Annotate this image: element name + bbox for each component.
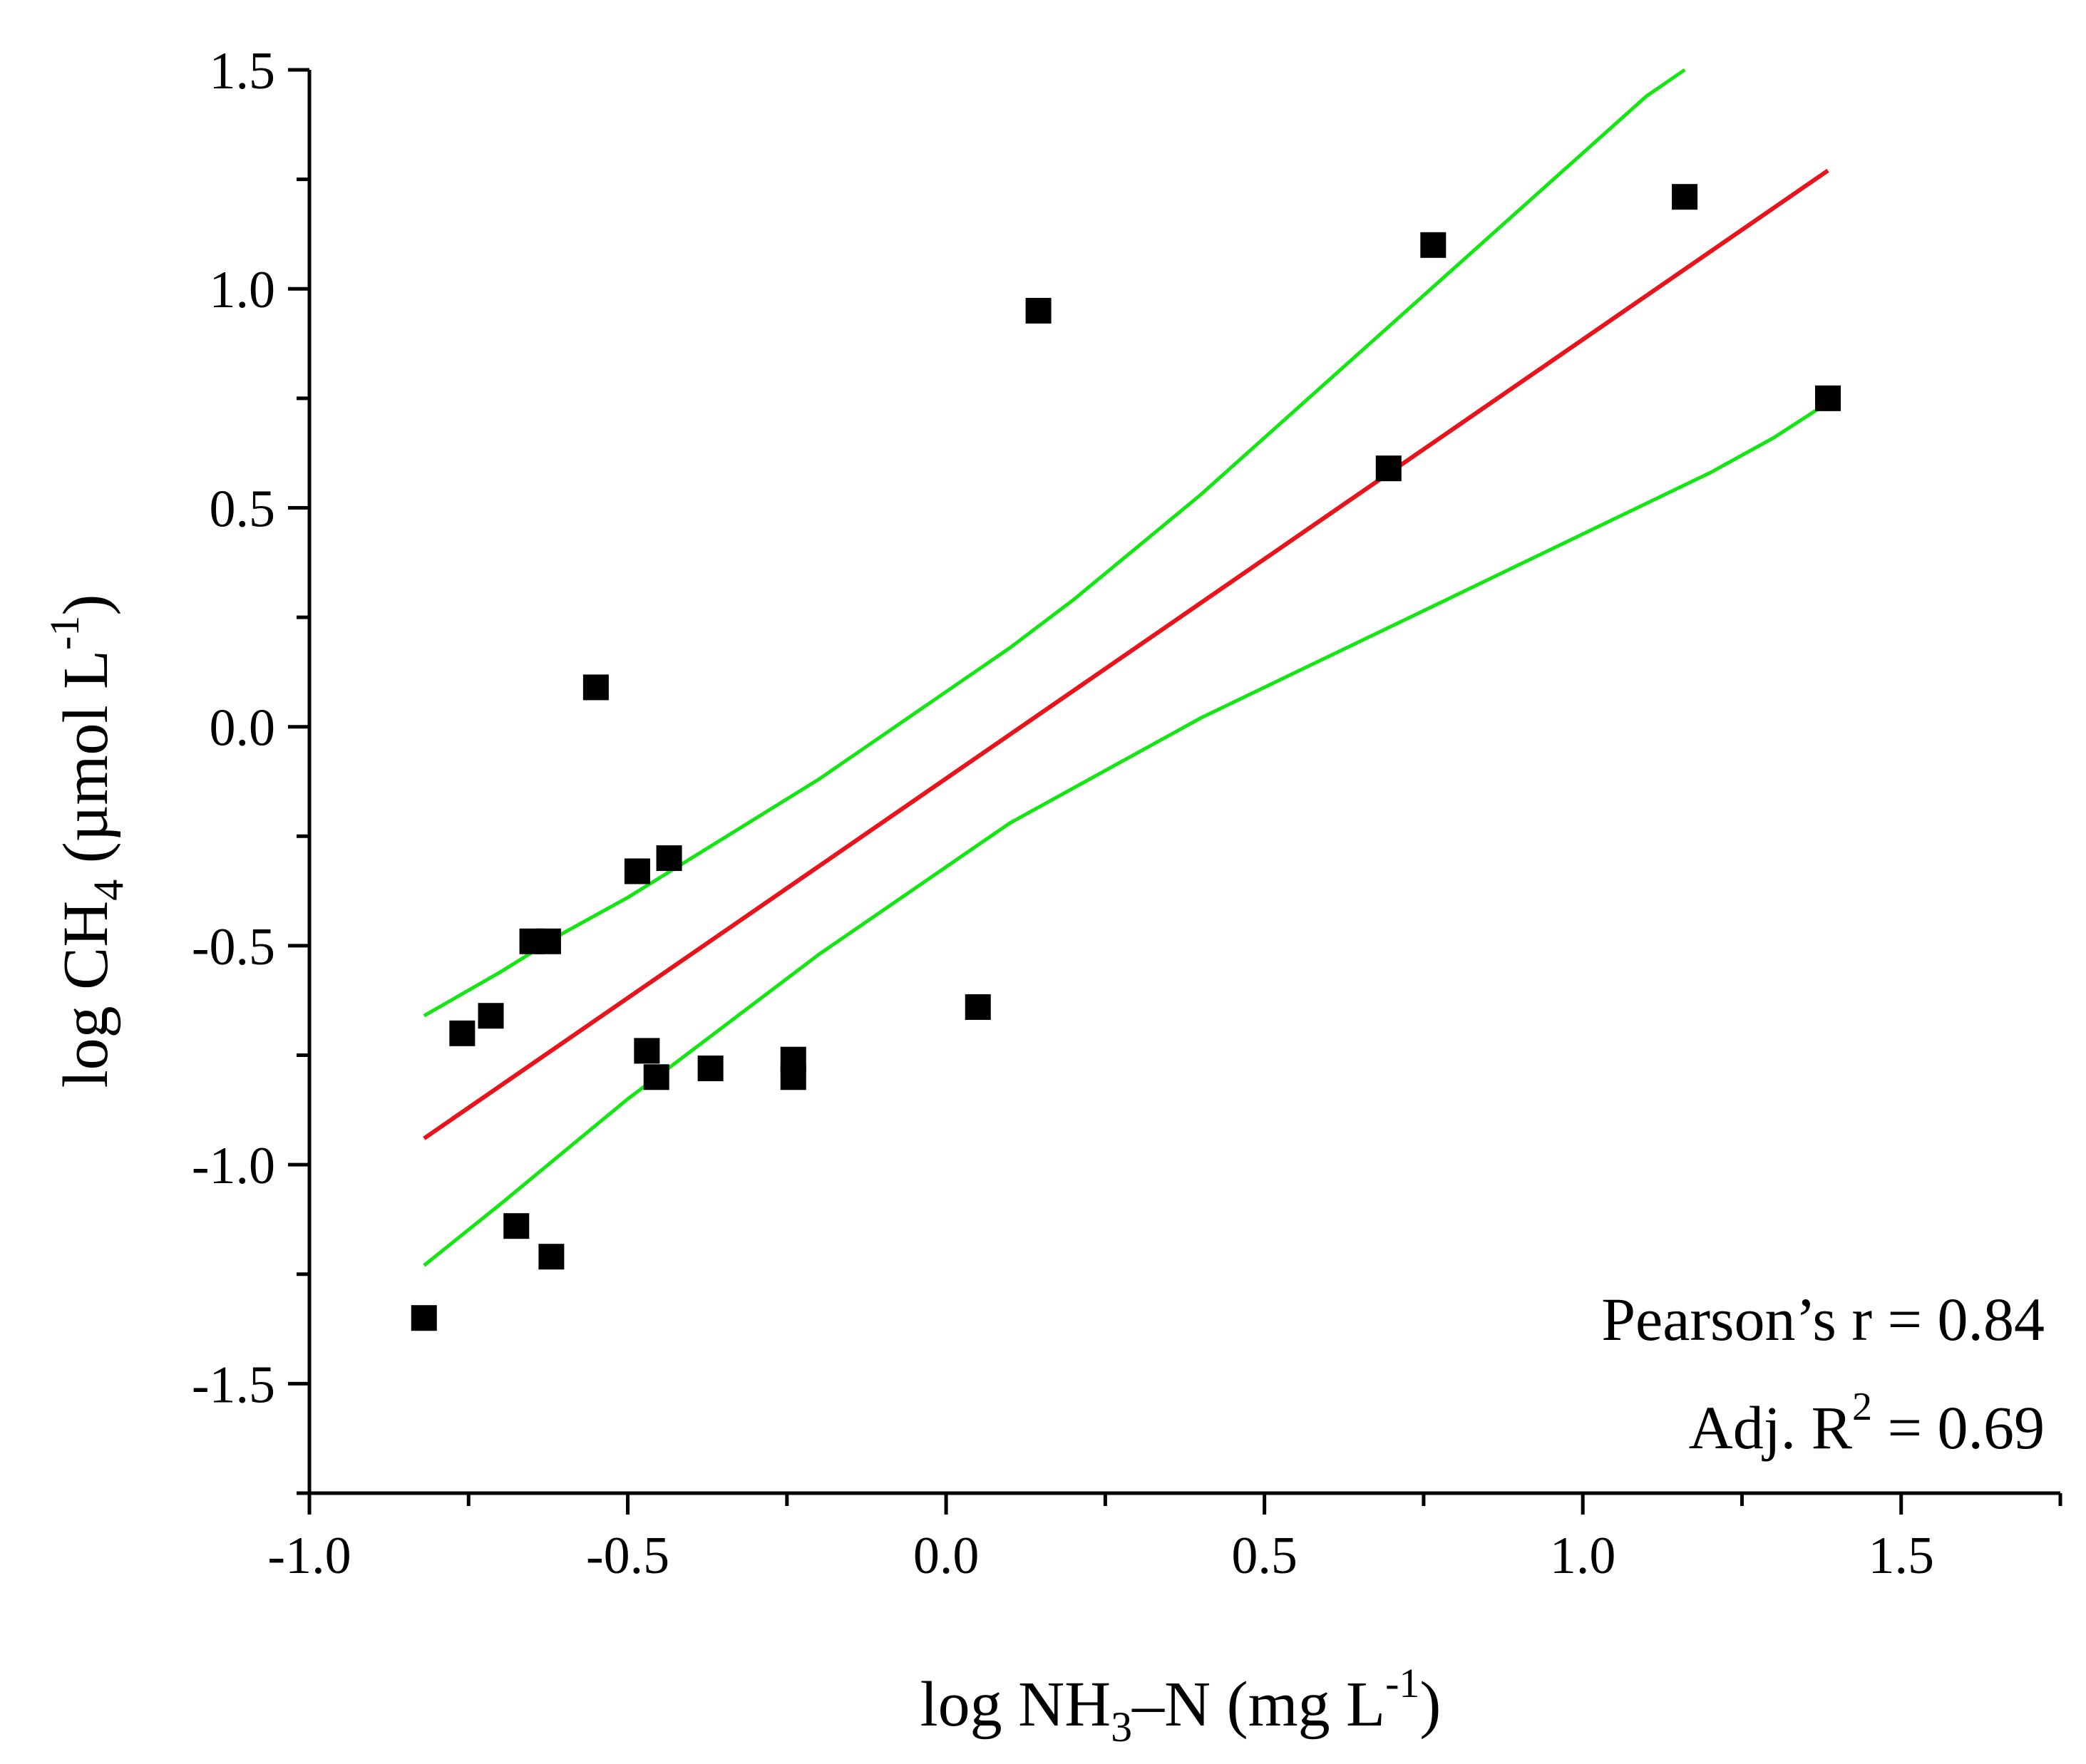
data-point	[503, 1213, 530, 1239]
data-point	[478, 1003, 504, 1029]
series-lines	[423, 68, 1829, 1267]
data-point	[1815, 385, 1841, 411]
lower-confidence-line	[423, 401, 1829, 1267]
x-axis-title: log NH3–N (mg L-1)	[920, 1660, 1442, 1750]
data-point	[535, 928, 561, 954]
fit-line	[423, 168, 1829, 1140]
x-tick-label: 1.5	[1868, 1527, 1934, 1585]
y-tick-label: -1.0	[192, 1137, 275, 1195]
data-point	[1672, 184, 1698, 210]
data-point	[624, 858, 650, 884]
data-point	[697, 1055, 724, 1081]
y-tick-label: -1.5	[192, 1356, 275, 1414]
x-tick-label: 1.0	[1550, 1527, 1616, 1585]
data-point	[780, 1064, 806, 1090]
data-point	[582, 674, 609, 701]
x-tick-label: 0.5	[1231, 1527, 1298, 1585]
x-tick-label: -1.0	[267, 1527, 351, 1585]
data-point	[411, 1305, 437, 1331]
x-tick-label: 0.0	[913, 1527, 980, 1585]
axes	[307, 70, 2060, 1495]
data-point	[965, 994, 991, 1020]
y-tick-label: -0.5	[192, 918, 275, 976]
data-point	[1420, 232, 1447, 258]
x-tick-label: -0.5	[586, 1527, 669, 1585]
data-point	[538, 1244, 565, 1270]
y-tick-label: 1.0	[210, 261, 276, 319]
data-point	[643, 1064, 669, 1090]
upper-confidence-line	[423, 68, 1686, 1018]
data-point	[1375, 455, 1402, 482]
data-point	[656, 845, 682, 872]
adj-r2-annotation: Adj. R2 = 0.69	[1689, 1385, 2045, 1462]
data-point	[1025, 297, 1052, 324]
y-tick-label: 0.0	[210, 699, 276, 758]
data-points	[411, 184, 1841, 1331]
y-axis-title: log CH4 (µmol L-1)	[41, 594, 132, 1088]
pearson-annotation: Pearson’s r = 0.84	[1601, 1285, 2045, 1353]
ticks: -1.0 -0.5 0.0 0.5 1.0 1.5 -1.5 -1.0 -0.5 0.0 0.5 1.…	[192, 42, 2062, 1585]
y-tick-label: 1.5	[210, 42, 276, 100]
data-point	[634, 1038, 660, 1064]
y-tick-label: 0.5	[210, 480, 276, 538]
data-point	[449, 1020, 476, 1046]
